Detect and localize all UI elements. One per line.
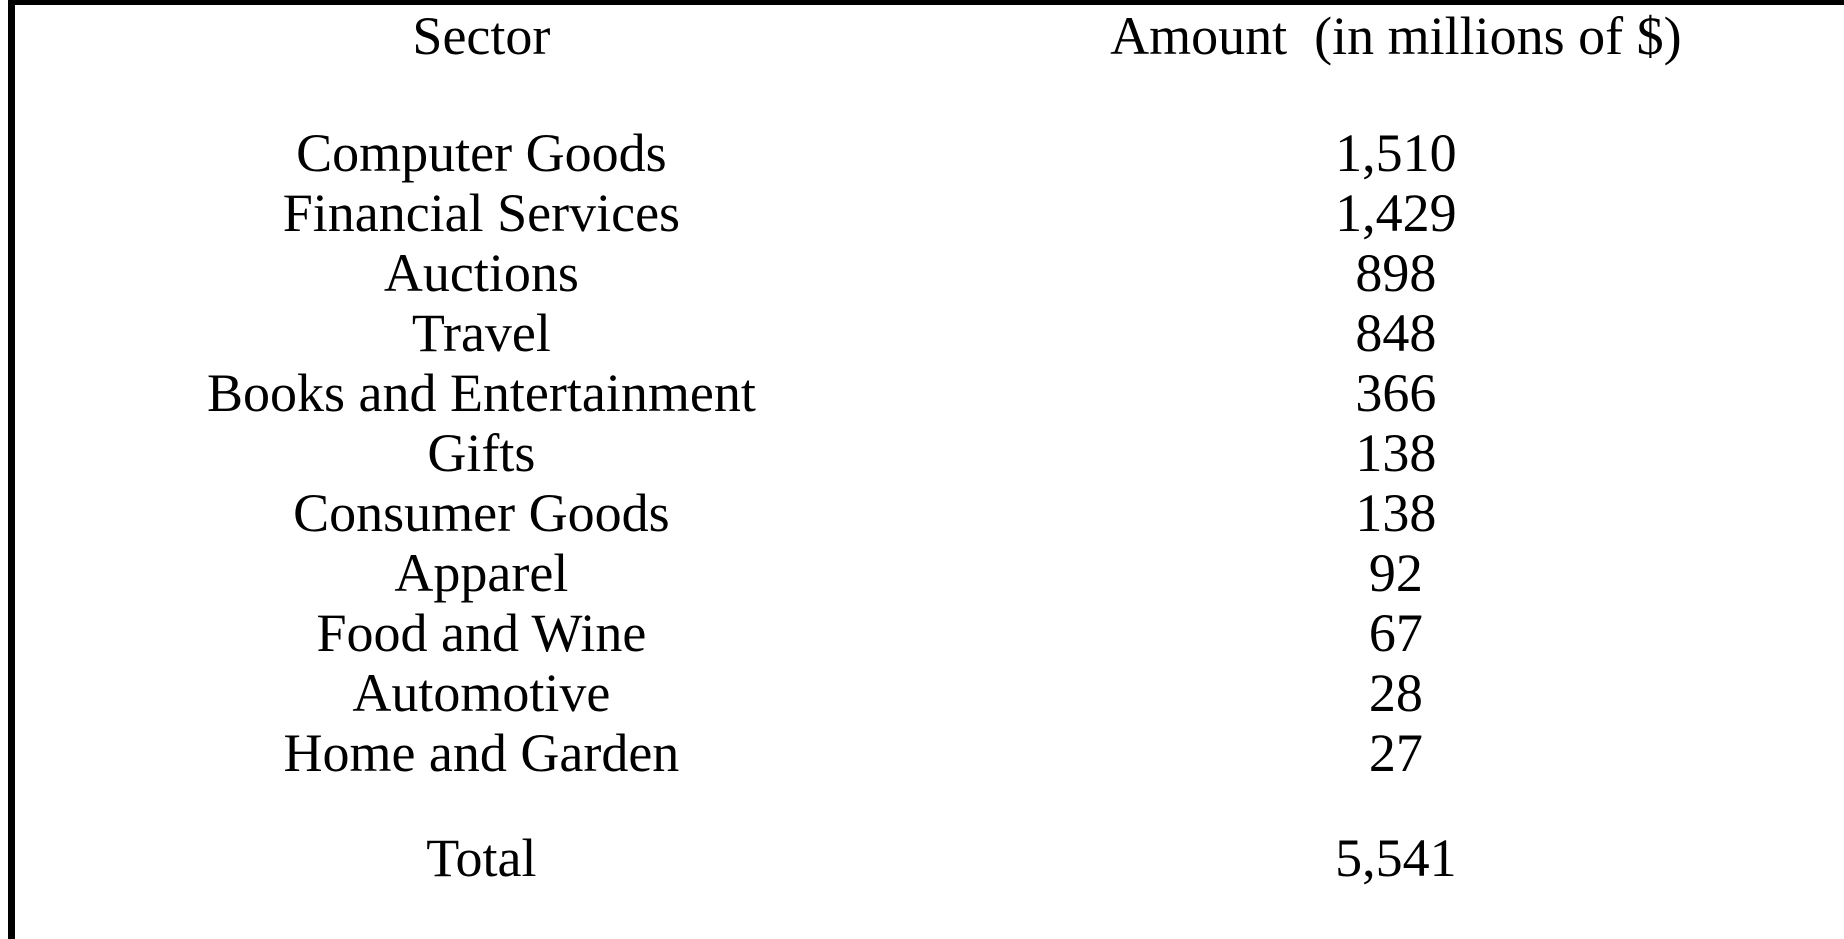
table-row: Consumer Goods 138 — [15, 483, 1844, 543]
amount-cell: 1,429 — [1335, 183, 1457, 243]
table-row: Apparel 92 — [15, 543, 1844, 603]
amount-cell: 898 — [1355, 243, 1437, 303]
total-amount-cell: 5,541 — [1335, 828, 1457, 888]
sector-cell: Travel — [411, 303, 551, 363]
sector-cell: Consumer Goods — [293, 483, 670, 543]
column-header-amount: Amount (in millions of $) — [1110, 6, 1682, 66]
table-row: Automotive 28 — [15, 663, 1844, 723]
table-row: Computer Goods 1,510 — [15, 123, 1844, 183]
amount-cell: 138 — [1355, 423, 1437, 483]
table-row: Auctions 898 — [15, 243, 1844, 303]
total-row: Total 5,541 — [15, 828, 1844, 888]
table-row: Financial Services 1,429 — [15, 183, 1844, 243]
table-header-row: Sector Amount (in millions of $) — [15, 5, 1844, 67]
amount-cell: 848 — [1355, 303, 1437, 363]
amount-cell: 1,510 — [1335, 123, 1457, 183]
table-row: Travel 848 — [15, 303, 1844, 363]
sector-cell: Apparel — [394, 543, 569, 603]
column-header-sector: Sector — [412, 6, 551, 66]
sector-cell: Automotive — [352, 663, 611, 723]
sector-cell: Food and Wine — [316, 603, 647, 663]
amount-cell: 366 — [1355, 363, 1437, 423]
sector-cell: Computer Goods — [296, 123, 667, 183]
table-frame: Sector Amount (in millions of $) Compute… — [8, 0, 1844, 939]
header-spacer — [15, 67, 1844, 123]
sector-cell: Home and Garden — [283, 723, 680, 783]
amount-cell: 28 — [1368, 663, 1423, 723]
amount-cell: 138 — [1355, 483, 1437, 543]
amount-cell: 92 — [1368, 543, 1423, 603]
total-label-cell: Total — [426, 828, 537, 888]
table-row: Gifts 138 — [15, 423, 1844, 483]
table-row: Home and Garden 27 — [15, 723, 1844, 783]
table-row: Food and Wine 67 — [15, 603, 1844, 663]
sector-cell: Gifts — [427, 423, 536, 483]
sector-cell: Books and Entertainment — [206, 363, 756, 423]
table-row: Books and Entertainment 366 — [15, 363, 1844, 423]
sector-cell: Auctions — [383, 243, 579, 303]
sector-cell: Financial Services — [282, 183, 681, 243]
total-spacer — [15, 783, 1844, 828]
amount-cell: 67 — [1368, 603, 1423, 663]
amount-cell: 27 — [1368, 723, 1423, 783]
